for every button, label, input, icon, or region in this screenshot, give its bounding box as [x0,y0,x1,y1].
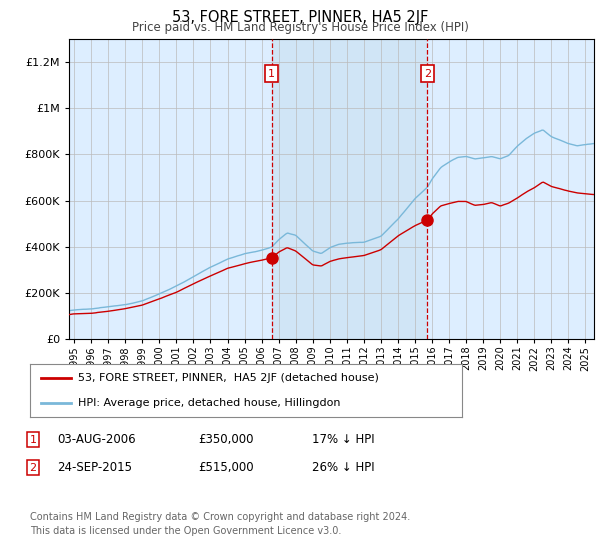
Text: £515,000: £515,000 [198,461,254,474]
Text: 53, FORE STREET, PINNER,  HA5 2JF (detached house): 53, FORE STREET, PINNER, HA5 2JF (detach… [77,374,379,384]
Text: 17% ↓ HPI: 17% ↓ HPI [312,433,374,446]
Text: £350,000: £350,000 [198,433,254,446]
Text: 1: 1 [29,435,37,445]
Text: 1: 1 [268,69,275,79]
Text: Price paid vs. HM Land Registry's House Price Index (HPI): Price paid vs. HM Land Registry's House … [131,21,469,34]
Text: 53, FORE STREET, PINNER, HA5 2JF: 53, FORE STREET, PINNER, HA5 2JF [172,10,428,25]
Text: 03-AUG-2006: 03-AUG-2006 [57,433,136,446]
Bar [272,39,427,339]
Text: HPI: Average price, detached house, Hillingdon: HPI: Average price, detached house, Hill… [77,398,340,408]
Text: Contains HM Land Registry data © Crown copyright and database right 2024.
This d: Contains HM Land Registry data © Crown c… [30,512,410,536]
Text: 24-SEP-2015: 24-SEP-2015 [57,461,132,474]
Text: 2: 2 [29,463,37,473]
Text: 26% ↓ HPI: 26% ↓ HPI [312,461,374,474]
Text: 2: 2 [424,69,431,79]
